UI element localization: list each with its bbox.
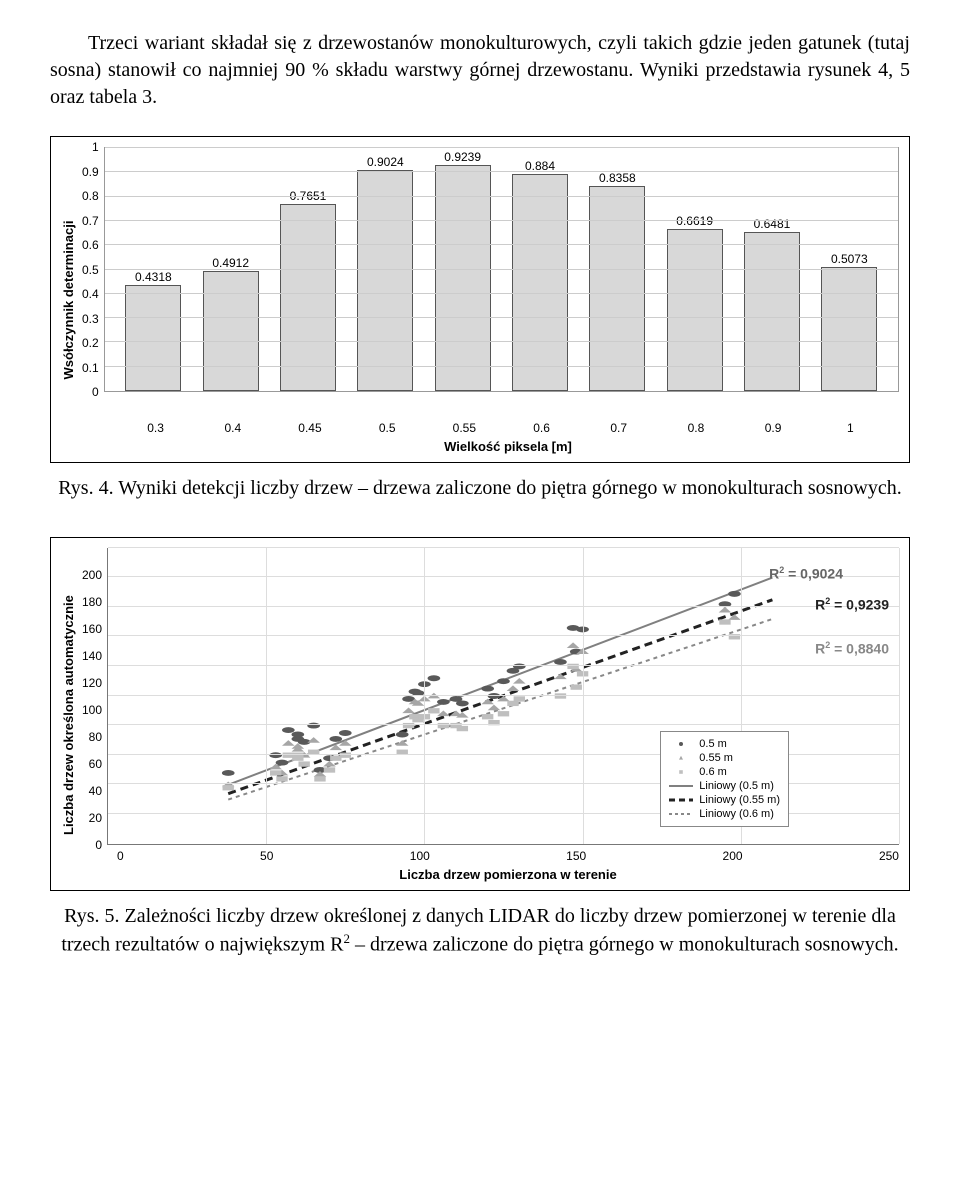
figure-4-frame: Wsółczynnik determinacji 00.10.20.30.40.… (50, 136, 910, 463)
r2-annotation: R2 = 0,8840 (815, 640, 889, 657)
r2-annotation: R2 = 0,9024 (769, 565, 843, 582)
figure-5-caption: Rys. 5. Zależności liczby drzew określon… (50, 903, 910, 959)
legend-item: 0.6 m (669, 766, 780, 778)
bar-value-label: 0.4318 (135, 270, 172, 284)
bar-y-tick: 0.8 (82, 190, 99, 215)
bar-value-label: 0.5073 (831, 252, 868, 266)
scatter-y-tick: 20 (89, 797, 102, 824)
scatter-y-tick: 100 (82, 689, 102, 716)
figure-5-frame: Liczba drzew określona automatycznie 020… (50, 537, 910, 891)
legend-label: Liniowy (0.6 m) (699, 808, 774, 820)
legend-item: 0.55 m (669, 752, 780, 764)
legend-label: 0.5 m (699, 738, 727, 750)
bar-x-tick: 0.3 (128, 421, 184, 435)
bar-y-tick: 0.7 (82, 215, 99, 240)
scatter-x-tick: 200 (723, 849, 743, 863)
bar-x-tick: 0.9 (745, 421, 801, 435)
bar-x-tick: 1 (822, 421, 878, 435)
bar-value-label: 0.9024 (367, 155, 404, 169)
bar-y-tick: 0.6 (82, 239, 99, 264)
bar: 0.6481 (744, 232, 800, 391)
bar: 0.9239 (435, 165, 491, 391)
bar: 0.9024 (357, 170, 413, 391)
scatter-chart: Liczba drzew określona automatycznie 020… (61, 548, 899, 882)
scatter-y-ticks: 020406080100120140160180200 (82, 548, 107, 845)
bar-y-tick: 0 (92, 386, 99, 411)
legend-label: 0.55 m (699, 752, 733, 764)
scatter-y-tick: 140 (82, 635, 102, 662)
legend: 0.5 m 0.55 m 0.6 m Liniowy (0.5 m) Liniowy (… (660, 731, 789, 827)
scatter-x-ticks: 0 50 100 150 200 250 (82, 845, 899, 863)
scatter-y-tick: 80 (89, 716, 102, 743)
scatter-y-tick: 120 (82, 662, 102, 689)
scatter-x-tick: 250 (879, 849, 899, 863)
scatter-y-tick: 60 (89, 743, 102, 770)
legend-item: Liniowy (0.6 m) (669, 808, 780, 820)
bar-y-tick: 0.9 (82, 166, 99, 191)
bar-plot-area: 0.4318 0.4912 0.7651 0.9024 0.9239 0.884 0.835… (104, 147, 899, 392)
scatter-x-axis-label: Liczba drzew pomierzona w terenie (82, 867, 899, 882)
bar: 0.4318 (125, 285, 181, 391)
figure-4-caption: Rys. 4. Wyniki detekcji liczby drzew – d… (50, 475, 910, 502)
scatter-y-tick: 160 (82, 608, 102, 635)
bar: 0.4912 (203, 271, 259, 391)
scatter-y-axis-label: Liczba drzew określona automatycznie (61, 548, 76, 882)
legend-item: Liniowy (0.5 m) (669, 780, 780, 792)
scatter-x-tick: 0 (117, 849, 124, 863)
scatter-y-tick: 200 (82, 554, 102, 581)
r2-annotation: R2 = 0,9239 (815, 596, 889, 613)
scatter-x-tick: 150 (566, 849, 586, 863)
scatter-plot-area: R2 = 0,9024R2 = 0,9239R2 = 0,88400.5 m0.… (107, 548, 899, 845)
legend-label: 0.6 m (699, 766, 727, 778)
legend-label: Liniowy (0.55 m) (699, 794, 780, 806)
legend-label: Liniowy (0.5 m) (699, 780, 774, 792)
bar-y-axis-label: Wsółczynnik determinacji (61, 147, 76, 454)
scatter-y-tick: 180 (82, 581, 102, 608)
bar-value-label: 0.8358 (599, 171, 636, 185)
scatter-y-tick: 0 (95, 824, 102, 851)
bar: 0.7651 (280, 204, 336, 391)
bar-y-tick: 0.3 (82, 313, 99, 338)
bar-x-axis-label: Wielkość piksela [m] (82, 439, 899, 454)
bar-y-tick: 0.1 (82, 362, 99, 387)
bar-y-tick: 0.4 (82, 288, 99, 313)
bar-x-tick: 0.4 (205, 421, 261, 435)
bar: 0.5073 (821, 267, 877, 391)
bar-x-tick: 0.7 (591, 421, 647, 435)
bar: 0.884 (512, 174, 568, 391)
bar-y-tick: 0.5 (82, 264, 99, 289)
bar-y-ticks: 00.10.20.30.40.50.60.70.80.91 (82, 147, 104, 417)
legend-item: 0.5 m (669, 738, 780, 750)
bar-x-tick: 0.8 (668, 421, 724, 435)
bar-x-tick: 0.55 (436, 421, 492, 435)
scatter-x-tick: 50 (260, 849, 273, 863)
legend-item: Liniowy (0.55 m) (669, 794, 780, 806)
bar-y-tick: 1 (92, 141, 99, 166)
bar-x-tick: 0.45 (282, 421, 338, 435)
bar-x-tick: 0.5 (359, 421, 415, 435)
bars-container: 0.4318 0.4912 0.7651 0.9024 0.9239 0.884 0.835… (105, 148, 898, 391)
bar-y-tick: 0.2 (82, 337, 99, 362)
intro-paragraph: Trzeci wariant składał się z drzewostanó… (50, 30, 910, 111)
bar: 0.8358 (589, 186, 645, 391)
scatter-y-tick: 40 (89, 770, 102, 797)
bar-value-label: 0.9239 (444, 150, 481, 164)
bar-chart: Wsółczynnik determinacji 00.10.20.30.40.… (61, 147, 899, 454)
scatter-x-tick: 100 (410, 849, 430, 863)
bar-x-tick: 0.6 (514, 421, 570, 435)
bar-x-ticks: 0.3 0.4 0.45 0.5 0.55 0.6 0.7 0.8 0.9 1 (82, 417, 899, 435)
